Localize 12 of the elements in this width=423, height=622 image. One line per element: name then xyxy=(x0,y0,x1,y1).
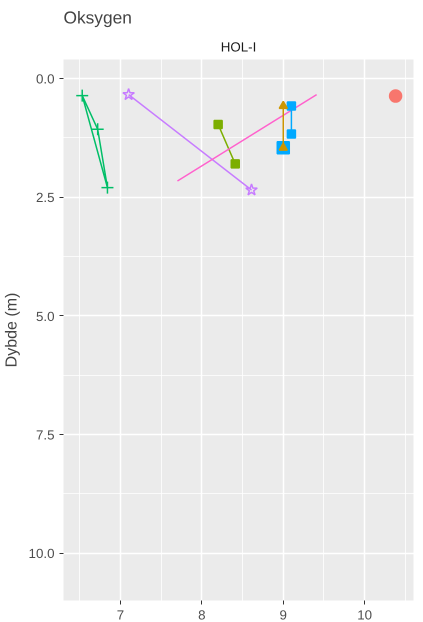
x-tick-label: 10 xyxy=(357,608,372,622)
chart-subtitle: HOL-I xyxy=(220,40,256,54)
y-tick-label: 2.5 xyxy=(36,190,55,206)
y-tick-label: 5.0 xyxy=(36,308,55,324)
y-tick-label: 0.0 xyxy=(36,71,55,86)
y-tick-label: 10.0 xyxy=(28,546,55,562)
x-tick-label: 9 xyxy=(280,608,287,622)
y-tick-label: 7.5 xyxy=(36,427,55,442)
x-tick-label: 7 xyxy=(116,608,124,622)
chart-title: Oksygen xyxy=(64,8,132,28)
x-tick-label: 8 xyxy=(198,608,206,622)
y-axis-title: Dybde (m) xyxy=(4,292,21,368)
